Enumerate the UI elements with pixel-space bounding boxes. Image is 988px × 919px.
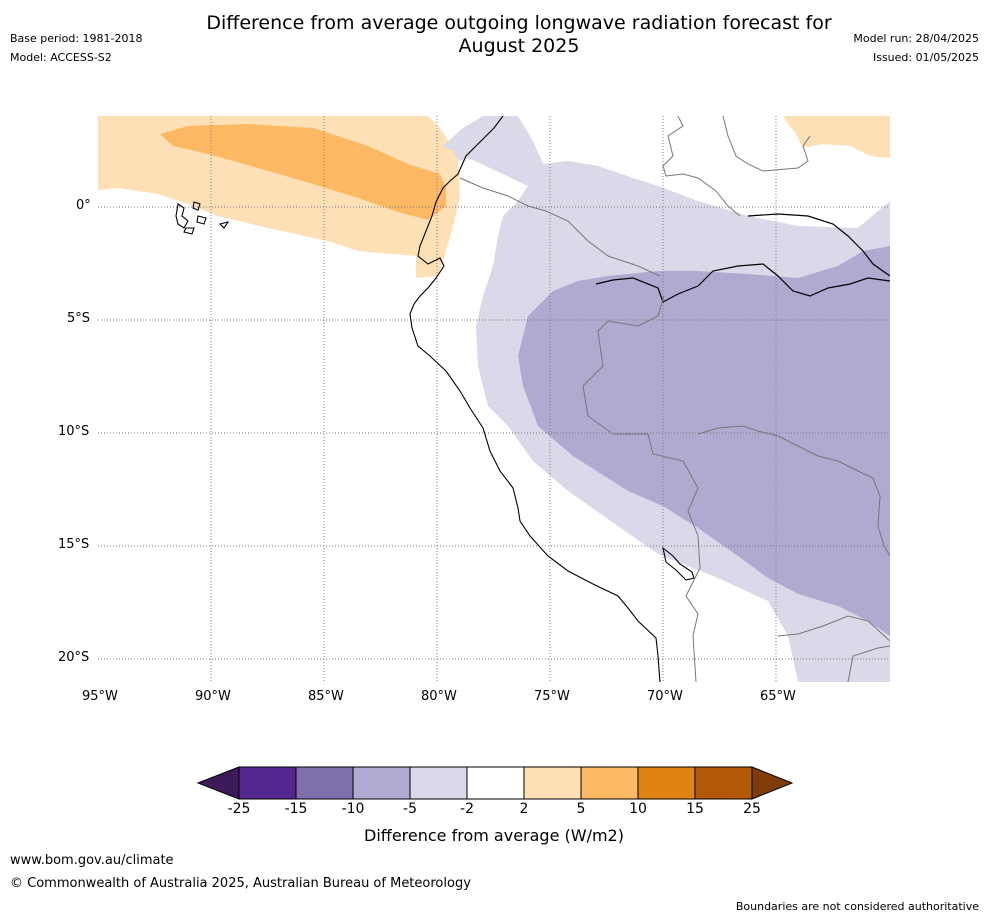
rio-negro: [747, 213, 890, 277]
pacific-coastline: [409, 116, 661, 682]
colorbar-swatch: [238, 766, 297, 800]
x-tick-label: 95°W: [82, 689, 118, 704]
website-link[interactable]: www.bom.gov.au/climate: [10, 853, 174, 868]
x-tick-label: 85°W: [308, 689, 344, 704]
colorbar-swatch: [409, 766, 468, 800]
colorbar-label: 2: [519, 801, 529, 817]
x-tick-label: 70°W: [647, 689, 683, 704]
y-tick-label: 0°: [76, 198, 91, 213]
title-line-2: August 2025: [458, 35, 580, 57]
boundary-disclaimer: Boundaries are not considered authoritat…: [735, 900, 979, 913]
olr-anomaly-map: [98, 116, 890, 682]
colorbar-extend-low: [196, 766, 240, 800]
graticule: [98, 116, 890, 682]
colorbar-swatch: [352, 766, 411, 800]
amazon-river: [595, 263, 890, 303]
title-line-1: Difference from average outgoing longwav…: [206, 12, 832, 34]
anomaly-region-neg2-north: [453, 124, 508, 161]
y-tick-label: 20°S: [58, 650, 90, 665]
x-tick-label: 65°W: [760, 689, 796, 704]
chart-title: Difference from average outgoing longwav…: [0, 12, 988, 58]
colorbar-label: 5: [576, 801, 586, 817]
colorbar-label: 15: [686, 801, 704, 817]
colorbar-extend-high: [751, 766, 794, 800]
model-run-text: Model run: 28/04/2025: [853, 32, 979, 45]
colorbar-label: -2: [460, 801, 474, 817]
colorbar-label: 25: [743, 801, 761, 817]
x-tick-label: 90°W: [195, 689, 231, 704]
country-boundaries: [459, 116, 890, 682]
anomaly-region-pos2-northeast: [783, 116, 890, 158]
colorbar-label: -25: [227, 801, 251, 817]
colorbar-label: 10: [629, 801, 647, 817]
colorbar-swatch: [295, 766, 354, 800]
y-tick-label: 15°S: [58, 537, 90, 552]
colorbar-swatch: [580, 766, 639, 800]
model-text: Model: ACCESS-S2: [10, 51, 112, 64]
anomaly-region-neg5: [518, 246, 890, 636]
colorbar-swatch: [637, 766, 696, 800]
colorbar-label: -5: [403, 801, 417, 817]
base-period-text: Base period: 1981-2018: [10, 32, 143, 45]
issued-text: Issued: 01/05/2025: [872, 51, 979, 64]
colorbar-label: -10: [341, 801, 365, 817]
x-tick-label: 80°W: [421, 689, 457, 704]
anomaly-region-pos5-core: [160, 124, 446, 220]
colorbar-swatch: [523, 766, 582, 800]
colorbar-swatch: [466, 766, 525, 800]
x-tick-label: 75°W: [534, 689, 570, 704]
colorbar: [196, 766, 794, 800]
colorbar-title: Difference from average (W/m2): [364, 826, 624, 845]
y-tick-label: 10°S: [58, 424, 90, 439]
galapagos-islands: [175, 201, 230, 235]
lake-titicaca: [662, 546, 695, 581]
copyright-text: © Commonwealth of Australia 2025, Austra…: [10, 876, 471, 891]
colorbar-label: -15: [284, 801, 308, 817]
colorbar-swatch: [694, 766, 753, 800]
y-tick-label: 5°S: [67, 311, 91, 326]
